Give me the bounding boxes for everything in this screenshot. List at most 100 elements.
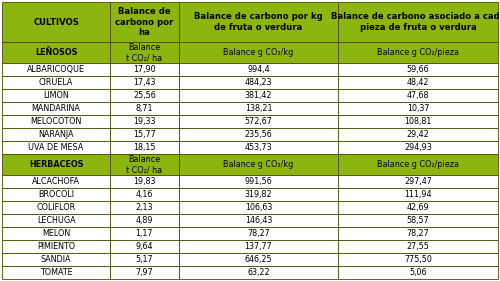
Bar — [110, 240, 178, 253]
Bar — [338, 76, 498, 89]
Text: 63,22: 63,22 — [247, 268, 270, 277]
Text: 29,42: 29,42 — [407, 130, 430, 139]
Text: 8,71: 8,71 — [136, 104, 153, 113]
Bar — [178, 201, 338, 214]
Text: CIRUELA: CIRUELA — [39, 78, 74, 87]
Text: HERBACEOS: HERBACEOS — [29, 160, 84, 169]
Bar — [178, 2, 338, 42]
Bar — [2, 115, 110, 128]
Bar — [110, 253, 178, 266]
Text: 453,73: 453,73 — [244, 143, 272, 152]
Bar — [2, 102, 110, 115]
Text: 2,13: 2,13 — [136, 203, 153, 212]
Text: SANDIA: SANDIA — [41, 255, 72, 264]
Bar — [338, 266, 498, 279]
Bar — [110, 175, 178, 188]
Text: LIMON: LIMON — [43, 91, 69, 100]
Text: 19,33: 19,33 — [133, 117, 156, 126]
Bar — [2, 42, 110, 63]
Bar — [178, 128, 338, 141]
Bar — [2, 201, 110, 214]
Text: 138,21: 138,21 — [244, 104, 272, 113]
Text: MANDARINA: MANDARINA — [32, 104, 80, 113]
Text: Balance
t CO₂/ ha: Balance t CO₂/ ha — [126, 155, 162, 174]
Bar — [178, 175, 338, 188]
Text: 15,77: 15,77 — [133, 130, 156, 139]
Bar — [110, 128, 178, 141]
Bar — [110, 266, 178, 279]
Text: 994,4: 994,4 — [247, 65, 270, 74]
Bar — [178, 266, 338, 279]
Bar — [178, 141, 338, 154]
Text: 47,68: 47,68 — [407, 91, 430, 100]
Bar — [178, 188, 338, 201]
Text: Balance g CO₂/kg: Balance g CO₂/kg — [224, 160, 294, 169]
Text: ALBARICOQUE: ALBARICOQUE — [27, 65, 85, 74]
Bar — [338, 42, 498, 63]
Bar — [2, 63, 110, 76]
Text: 19,83: 19,83 — [133, 177, 156, 186]
Bar — [2, 240, 110, 253]
Text: 42,69: 42,69 — [407, 203, 430, 212]
Bar — [178, 89, 338, 102]
Bar — [178, 102, 338, 115]
Bar — [110, 227, 178, 240]
Text: CULTIVOS: CULTIVOS — [33, 18, 79, 27]
Bar — [110, 63, 178, 76]
Bar — [2, 2, 110, 42]
Text: Balance de
carbono por
ha: Balance de carbono por ha — [115, 7, 174, 37]
Bar — [110, 89, 178, 102]
Bar — [2, 76, 110, 89]
Bar — [338, 141, 498, 154]
Text: 48,42: 48,42 — [407, 78, 430, 87]
Bar — [110, 201, 178, 214]
Bar — [178, 227, 338, 240]
Text: Balance g CO₂/pieza: Balance g CO₂/pieza — [377, 160, 459, 169]
Text: 17,90: 17,90 — [133, 65, 156, 74]
Bar — [338, 154, 498, 175]
Text: 106,63: 106,63 — [244, 203, 272, 212]
Text: 78,27: 78,27 — [247, 229, 270, 238]
Bar — [338, 115, 498, 128]
Text: MELON: MELON — [42, 229, 70, 238]
Bar — [110, 42, 178, 63]
Text: 25,56: 25,56 — [133, 91, 156, 100]
Bar — [2, 128, 110, 141]
Text: 991,56: 991,56 — [244, 177, 272, 186]
Bar — [178, 115, 338, 128]
Text: TOMATE: TOMATE — [40, 268, 72, 277]
Text: 294,93: 294,93 — [404, 143, 432, 152]
Text: 5,06: 5,06 — [410, 268, 427, 277]
Text: UVA DE MESA: UVA DE MESA — [28, 143, 84, 152]
Text: 18,15: 18,15 — [133, 143, 156, 152]
Bar — [110, 154, 178, 175]
Bar — [110, 76, 178, 89]
Text: 17,43: 17,43 — [133, 78, 156, 87]
Text: BROCOLI: BROCOLI — [38, 190, 74, 199]
Text: Balance de carbono por kg
de fruta o verdura: Balance de carbono por kg de fruta o ver… — [194, 12, 323, 32]
Text: MELOCOTON: MELOCOTON — [30, 117, 82, 126]
Bar — [2, 266, 110, 279]
Text: 319,82: 319,82 — [244, 190, 272, 199]
Bar — [2, 214, 110, 227]
Bar — [2, 227, 110, 240]
Bar — [338, 102, 498, 115]
Text: 146,43: 146,43 — [244, 216, 272, 225]
Bar — [2, 154, 110, 175]
Text: COLIFLOR: COLIFLOR — [36, 203, 76, 212]
Bar — [110, 188, 178, 201]
Bar — [178, 154, 338, 175]
Bar — [178, 214, 338, 227]
Bar — [338, 188, 498, 201]
Bar — [110, 115, 178, 128]
Text: 59,66: 59,66 — [407, 65, 430, 74]
Text: 27,55: 27,55 — [406, 242, 430, 251]
Text: 137,77: 137,77 — [244, 242, 272, 251]
Text: 775,50: 775,50 — [404, 255, 432, 264]
Bar — [338, 227, 498, 240]
Text: 1,17: 1,17 — [136, 229, 153, 238]
Text: 7,97: 7,97 — [136, 268, 153, 277]
Bar — [178, 63, 338, 76]
Bar — [2, 188, 110, 201]
Text: Balance g CO₂/pieza: Balance g CO₂/pieza — [377, 48, 459, 57]
